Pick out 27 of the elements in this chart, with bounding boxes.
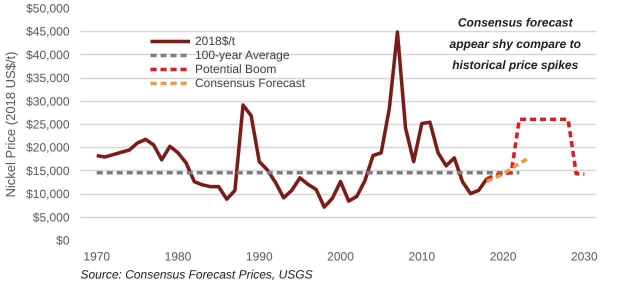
legend-label: 2018$/t (195, 34, 236, 48)
line-series (485, 118, 586, 181)
legend-label: Consensus Forecast (195, 76, 306, 90)
y-tick-label: $5,000 (32, 210, 70, 224)
x-tick-label: 2030 (570, 250, 598, 264)
annotation: Consensus forecast appear shy compare to historical price spikes (450, 15, 581, 72)
y-tick-label: $30,000 (26, 94, 70, 108)
source-note: Source: Consensus Forecast Prices, USGS (80, 268, 313, 282)
y-tick-label: $40,000 (26, 48, 70, 62)
x-tick-label: 2010 (408, 250, 436, 264)
x-tick-label: 2000 (327, 250, 354, 264)
y-tick-label: $35,000 (26, 71, 70, 86)
x-tick-label: 1980 (164, 250, 192, 264)
line-series (485, 157, 530, 184)
y-tick-label: $15,000 (26, 164, 70, 178)
y-tick-label: $20,000 (26, 140, 70, 155)
x-tick-label: 1970 (83, 250, 110, 264)
y-tick-label: $10,000 (26, 187, 70, 202)
y-tick-label: $50,000 (26, 2, 70, 16)
x-tick-label: 2020 (490, 250, 517, 264)
x-tick-label: 1990 (246, 250, 273, 264)
legend-label: Potential Boom (195, 62, 276, 76)
legend-label: 100-year Average (195, 48, 290, 62)
y-tick-label: $45,000 (26, 24, 70, 39)
y-tick-label: $25,000 (26, 118, 70, 132)
y-axis-title: Nickel Price (2018 US$/t) (3, 52, 18, 198)
y-tick-label: $0 (56, 234, 70, 248)
